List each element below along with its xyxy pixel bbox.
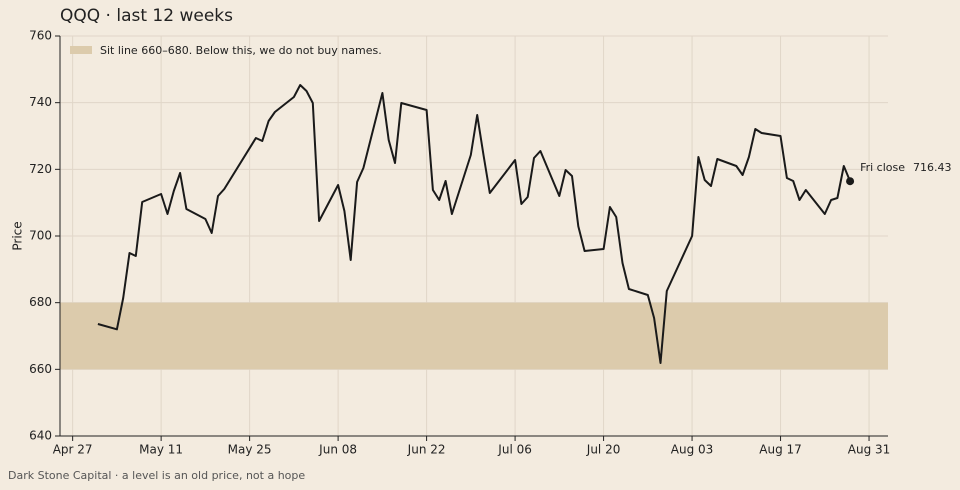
x-tick-label: May 25 [228,443,272,457]
x-tick-label: Aug 03 [671,443,714,457]
y-tick-label: 660 [29,362,52,376]
last-value-label: 716.43 [913,161,952,174]
footer: Dark Stone Capital · a level is an old p… [8,469,305,482]
x-tick-label: Jun 22 [407,443,446,457]
x-tick-label: Jul 20 [586,443,621,457]
sit-band [60,302,888,370]
legend-swatch [70,46,92,54]
y-tick-label: 740 [29,95,52,109]
y-tick-label: 680 [29,295,52,309]
y-tick-label: 760 [29,29,52,43]
last-point [846,177,855,186]
legend-label: Sit line 660–680. Below this, we do not … [100,44,382,57]
x-tick-label: Aug 31 [848,443,891,457]
y-axis-label: Price [11,221,25,250]
x-tick-label: Jul 06 [497,443,532,457]
y-tick-label: 720 [29,162,52,176]
price-line [97,84,852,364]
last-label: Fri close [860,161,905,174]
x-tick-label: Aug 17 [759,443,802,457]
x-tick-label: May 11 [139,443,183,457]
x-tick-label: Apr 27 [53,443,93,457]
y-tick-label: 640 [29,429,52,443]
chart-title: QQQ · last 12 weeks [60,6,233,26]
x-tick-label: Jun 08 [318,443,357,457]
y-tick-label: 700 [29,229,52,243]
